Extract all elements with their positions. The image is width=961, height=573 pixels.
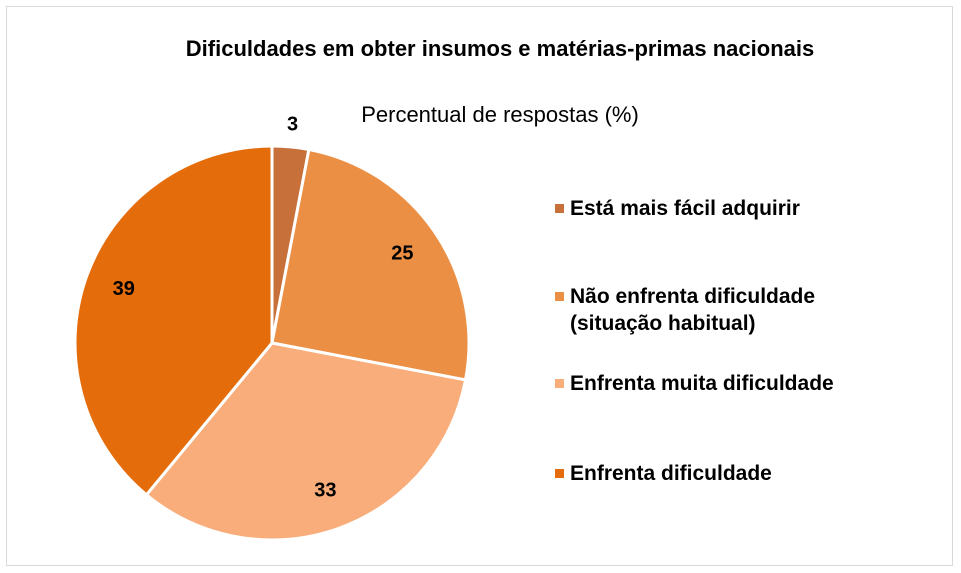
chart-subtitle: Percentual de respostas (%): [361, 102, 639, 127]
legend-label: Não enfrenta dificuldade (situação habit…: [570, 285, 816, 335]
data-label: 33: [314, 480, 336, 502]
chart-title: Dificuldades em obter insumos e matérias…: [185, 36, 815, 61]
legend-swatch: [555, 292, 564, 301]
pie-slice: [73, 144, 274, 497]
legend-label: Enfrenta dificuldade: [570, 462, 772, 485]
pie-slice: [144, 341, 468, 542]
legend-swatch: [555, 379, 564, 388]
data-label: 39: [113, 278, 135, 300]
legend-item: Não enfrenta dificuldade (situação habit…: [555, 283, 910, 337]
legend-swatch: [555, 469, 564, 478]
data-label: 25: [391, 243, 413, 265]
pie-slice: [270, 147, 471, 382]
legend-item: Está mais fácil adquirir: [555, 195, 940, 222]
chart-frame: [6, 6, 953, 566]
legend-swatch: [555, 204, 564, 213]
legend-item: Enfrenta muita dificuldade: [555, 370, 940, 397]
legend-label: Enfrenta muita dificuldade: [570, 372, 834, 395]
legend-label: Está mais fácil adquirir: [570, 197, 800, 220]
data-label: 3: [287, 114, 298, 136]
legend-item: Enfrenta dificuldade: [555, 460, 940, 487]
